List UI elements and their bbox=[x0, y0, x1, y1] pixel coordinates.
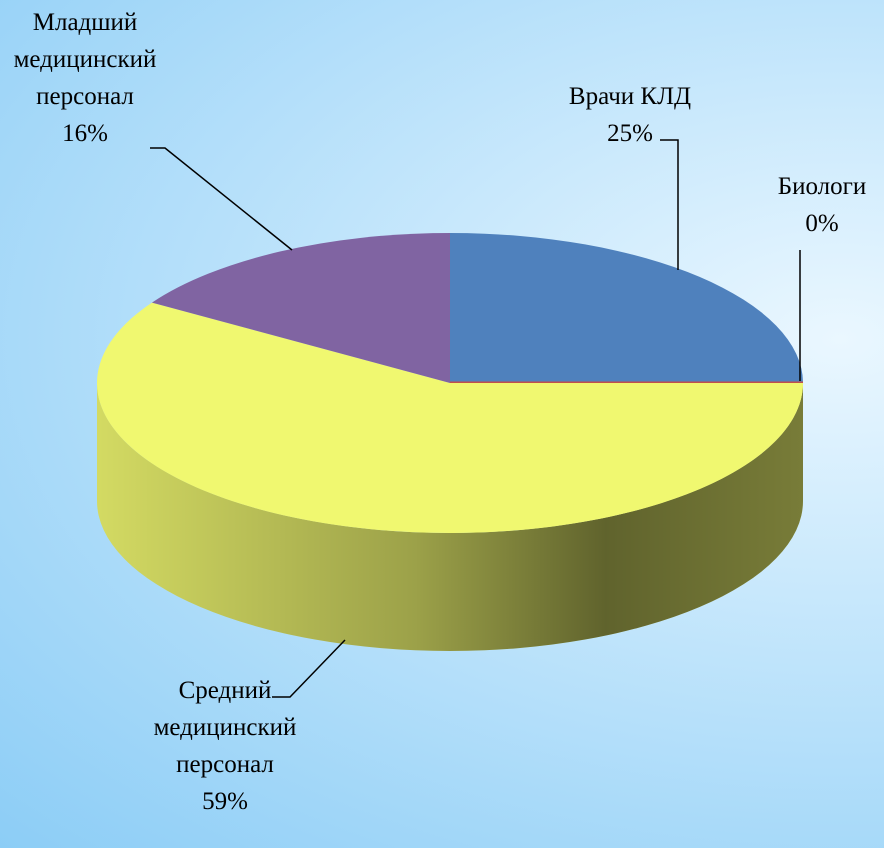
value-label: 16% bbox=[62, 120, 108, 147]
slice bbox=[151, 233, 450, 383]
slice bbox=[96, 302, 803, 533]
side-shade bbox=[97, 383, 803, 651]
data-label: Биологи 0% bbox=[752, 168, 884, 242]
data-label: Младший медицинский персонал 16% bbox=[5, 4, 165, 152]
leader-line bbox=[272, 639, 346, 698]
leader-line bbox=[150, 147, 293, 251]
category-label: Биологи bbox=[777, 173, 867, 200]
leader-line bbox=[660, 139, 679, 270]
category-label: Врачи КЛД bbox=[568, 83, 692, 110]
value-label: 59% bbox=[202, 788, 248, 815]
value-label: 25% bbox=[607, 120, 653, 147]
value-label: 0% bbox=[805, 210, 839, 237]
slice bbox=[450, 233, 803, 383]
data-label: Врачи КЛД 25% bbox=[540, 78, 720, 152]
data-label: Средний медицинский персонал 59% bbox=[150, 672, 300, 820]
category-label: Средний медицинский персонал bbox=[153, 677, 297, 778]
category-label: Младший медицинский персонал bbox=[13, 9, 157, 110]
